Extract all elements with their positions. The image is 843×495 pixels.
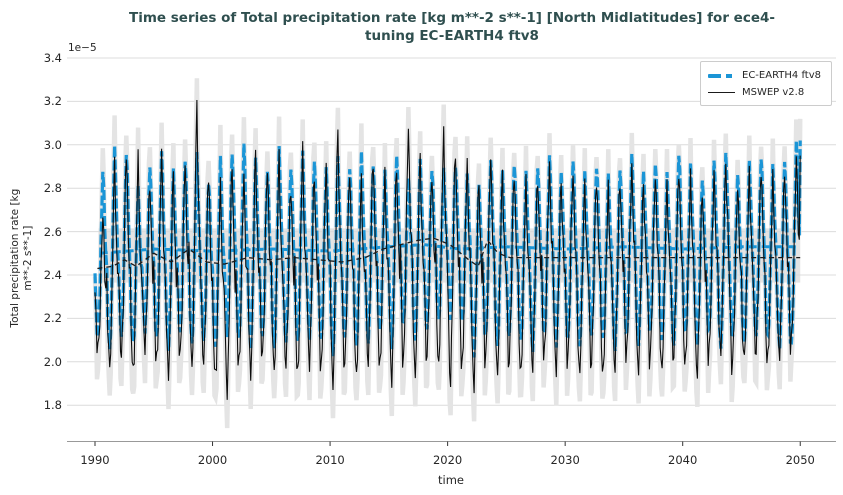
y-tick-label: 3.2 — [43, 94, 62, 109]
y-tick-label: 3.4 — [43, 51, 62, 65]
legend-line-sample-black-solid — [708, 92, 735, 93]
y-tick-label: 2.2 — [43, 311, 62, 326]
x-tick-label: 2050 — [785, 453, 815, 467]
y-tick-label: 2.4 — [43, 268, 62, 282]
chart-canvas — [67, 57, 836, 446]
x-axis-label: time — [438, 473, 464, 487]
y-tick-label: 2.6 — [43, 224, 62, 239]
legend-entry-ec-earth4: EC-EARTH4 ftv8 — [708, 67, 824, 84]
x-tick-label: 2020 — [432, 453, 463, 467]
legend-box: EC-EARTH4 ftv8 MSWEP v2.8 — [700, 61, 832, 106]
y-tick-label: 3.0 — [43, 137, 62, 152]
legend-entry-mswep: MSWEP v2.8 — [708, 84, 824, 101]
y-axis-label-line1: Total precipitation rate [kg — [8, 188, 21, 328]
x-tick-label: 2000 — [197, 453, 228, 467]
plot-area — [67, 55, 836, 447]
y-axis-offset-text: 1e−5 — [68, 42, 97, 54]
legend-line-sample-blue-dashed — [708, 73, 735, 78]
y-tick-label: 1.8 — [43, 398, 62, 413]
x-tick-label: 2030 — [550, 453, 580, 467]
y-tick-label: 2.8 — [43, 181, 62, 196]
y-tick-label: 2.0 — [43, 354, 62, 369]
x-tick-label: 1990 — [80, 453, 110, 467]
legend-label: EC-EARTH4 ftv8 — [742, 70, 822, 81]
x-tick-label: 2010 — [315, 453, 345, 467]
x-tick-label: 2040 — [668, 453, 698, 467]
legend-label: MSWEP v2.8 — [742, 87, 805, 98]
chart-title: Time series of Total precipitation rate … — [129, 10, 775, 44]
y-axis-label: Total precipitation rate [kg m**-2 s**-1… — [9, 143, 35, 373]
